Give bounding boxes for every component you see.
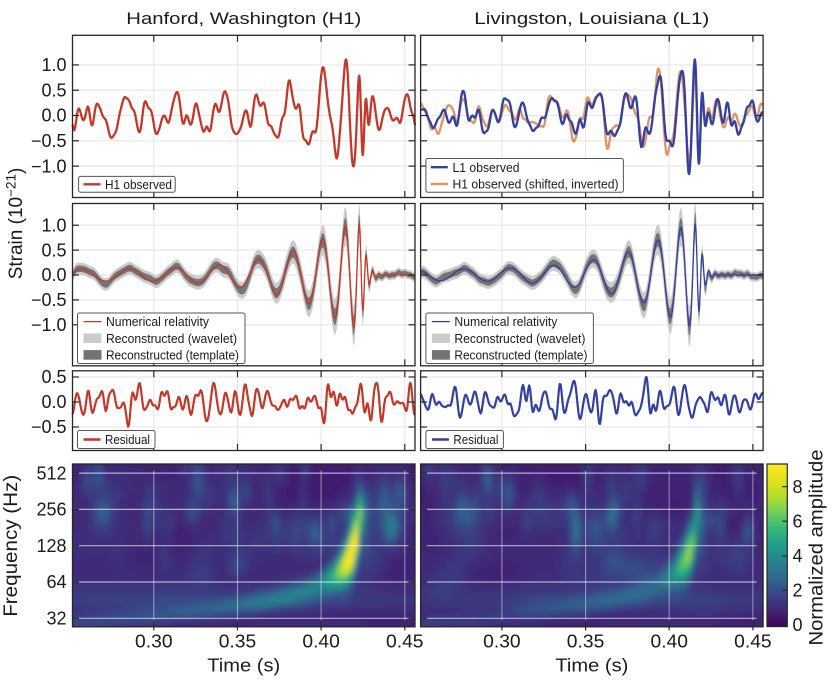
svg-text:Time (s): Time (s) (207, 655, 280, 676)
svg-text:Residual: Residual (453, 432, 498, 447)
svg-text:0: 0 (793, 615, 803, 635)
svg-text:Reconstructed (template): Reconstructed (template) (454, 348, 587, 363)
svg-text:L1 observed: L1 observed (453, 160, 520, 175)
svg-text:−1.0: −1.0 (31, 315, 67, 335)
svg-text:Frequency (Hz): Frequency (Hz) (1, 475, 22, 617)
svg-text:0.5: 0.5 (41, 240, 66, 260)
svg-text:0.40: 0.40 (650, 632, 688, 652)
svg-text:0.40: 0.40 (302, 632, 340, 652)
svg-text:Livingston, Louisiana (L1): Livingston, Louisiana (L1) (474, 9, 709, 28)
svg-text:Reconstructed (template): Reconstructed (template) (106, 348, 239, 363)
svg-text:0.35: 0.35 (219, 632, 257, 652)
svg-text:Hanford, Washington (H1): Hanford, Washington (H1) (126, 9, 361, 28)
svg-text:1.0: 1.0 (41, 215, 66, 235)
svg-text:32: 32 (46, 609, 66, 629)
svg-text:−1.0: −1.0 (31, 156, 67, 176)
svg-text:0.45: 0.45 (734, 632, 772, 652)
svg-text:Numerical relativity: Numerical relativity (106, 314, 209, 329)
svg-text:1.0: 1.0 (41, 55, 66, 75)
svg-text:H1 observed (shifted, inverted: H1 observed (shifted, inverted) (453, 177, 619, 192)
svg-text:0.30: 0.30 (483, 632, 521, 652)
svg-text:256: 256 (36, 500, 66, 520)
svg-text:8: 8 (793, 477, 803, 497)
svg-text:0.0: 0.0 (41, 392, 66, 412)
svg-text:0.0: 0.0 (41, 265, 66, 285)
svg-text:Normalized amplitude: Normalized amplitude (807, 450, 828, 646)
svg-text:0.35: 0.35 (567, 632, 605, 652)
svg-text:Residual: Residual (105, 432, 150, 447)
svg-text:128: 128 (36, 536, 66, 556)
svg-text:−0.5: −0.5 (31, 131, 67, 151)
svg-text:4: 4 (793, 546, 803, 566)
svg-text:2: 2 (793, 581, 803, 601)
svg-text:Reconstructed (wavelet): Reconstructed (wavelet) (454, 331, 585, 346)
svg-text:6: 6 (793, 511, 803, 531)
svg-text:0.5: 0.5 (41, 80, 66, 100)
svg-text:0.0: 0.0 (41, 106, 66, 126)
svg-text:0.5: 0.5 (41, 367, 66, 387)
svg-text:H1 observed: H1 observed (105, 177, 172, 192)
svg-text:64: 64 (46, 572, 66, 592)
svg-text:0.45: 0.45 (386, 632, 424, 652)
svg-text:Numerical relativity: Numerical relativity (454, 314, 557, 329)
svg-text:−0.5: −0.5 (31, 417, 67, 437)
svg-text:Time (s): Time (s) (555, 655, 628, 676)
svg-text:−0.5: −0.5 (31, 290, 67, 310)
svg-text:0.30: 0.30 (135, 632, 173, 652)
svg-text:512: 512 (36, 463, 66, 483)
svg-text:Reconstructed (wavelet): Reconstructed (wavelet) (106, 331, 237, 346)
